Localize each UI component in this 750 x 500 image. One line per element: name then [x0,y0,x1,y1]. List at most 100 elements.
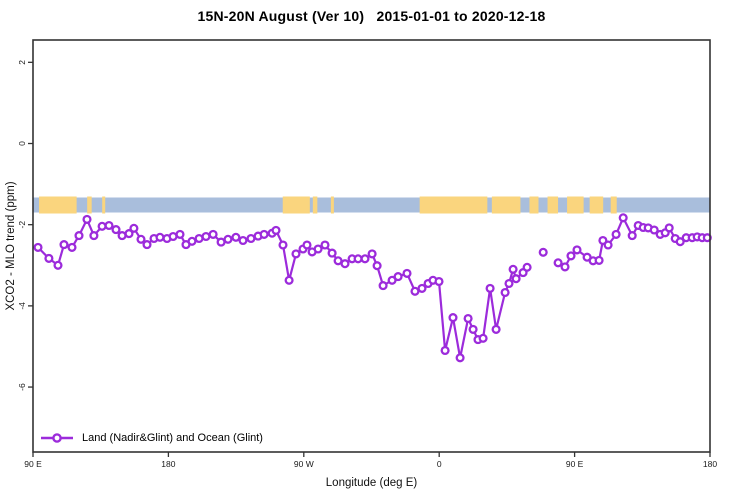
data-point [223,234,233,244]
land-coverage-patch [102,196,106,214]
data-point [302,240,312,250]
data-point [611,229,621,239]
x-tick-label: 90 E [24,459,42,469]
data-point [448,313,458,323]
land-coverage-patch [87,196,92,214]
data-point [508,264,518,274]
legend-label: Land (Nadir&Glint) and Ocean (Glint) [82,432,263,444]
data-point [649,225,659,235]
land-coverage-patch [610,196,617,214]
data-point [129,223,139,233]
y-tick-label: -2 [17,221,27,229]
land-coverage-patch [589,196,604,214]
data-point [560,262,570,272]
data-point [246,233,256,244]
data-point [187,236,197,246]
data-point [410,286,420,296]
data-point [372,261,382,271]
data-point [434,276,444,287]
data-series-line [557,216,709,268]
data-point [340,259,350,269]
data-point [504,278,514,289]
data-point [271,225,281,235]
data-point [378,281,388,291]
data-point [104,220,114,231]
data-point [82,214,92,224]
data-point [231,232,241,242]
data-point [208,229,218,239]
data-point [522,262,532,272]
data-point [327,248,337,258]
data-point [538,247,548,257]
data-point [320,240,330,250]
data-point [278,240,288,250]
data-point [402,268,412,278]
land-coverage-patch [330,196,334,214]
data-point [136,234,146,244]
land-coverage-patch [282,196,310,214]
x-axis-title: Longitude (deg E) [325,477,418,489]
legend-series-swatch [41,433,73,443]
plot-border [32,39,711,453]
land-coverage-patch [491,196,521,214]
land-coverage-patch [529,196,539,214]
data-point [33,242,43,252]
data-point [74,231,84,241]
y-axis-title: XCO2 - MLO trend (ppm) [5,181,17,311]
data-point [59,240,69,250]
data-point [53,260,63,270]
y-tick-label: -4 [17,302,27,310]
legend: Land (Nadir&Glint) and Ocean (Glint) [40,430,263,446]
data-point [259,229,269,239]
data-point [478,333,488,343]
x-tick-label: 180 [161,459,175,469]
data-point [175,229,185,239]
land-coverage-patch [39,196,77,214]
data-point [67,242,77,252]
x-tick-label: 90 W [294,459,314,469]
data-point [511,274,521,284]
y-tick-label: 2 [17,60,27,65]
data-point [111,225,121,235]
data-point [463,313,473,324]
data-point [417,283,427,293]
data-point [675,237,685,247]
data-point [97,221,107,231]
land-coverage-patch [312,196,318,214]
data-point [440,345,450,356]
data-point [142,240,152,250]
data-point [367,249,377,259]
land-coverage-patch [419,196,488,214]
data-series-line [36,218,529,359]
legend-open-circle-icon [52,433,62,443]
data-point [238,235,248,246]
data-point [618,213,628,223]
data-point [627,231,637,241]
data-point [553,258,563,268]
chart-title: 15N-20N August (Ver 10) 2015-01-01 to 20… [197,8,546,24]
data-point [572,245,582,255]
data-point [393,272,403,282]
data-point [89,231,99,241]
data-point [603,240,613,250]
data-point [485,283,495,293]
land-coverage-patch [567,196,584,214]
x-tick-label: 180 [703,459,717,469]
data-point [468,324,478,334]
data-point [201,231,211,242]
y-tick-label: 0 [17,141,27,146]
data-point [594,255,604,265]
data-point [491,324,501,334]
data-point [566,251,576,261]
data-point [455,353,465,363]
data-point [664,223,674,233]
y-tick-label: -6 [17,383,27,391]
data-point [155,232,165,242]
ocean-coverage-band [33,197,710,213]
data-point [124,229,134,239]
land-coverage-patch [547,196,559,214]
data-point [44,253,54,263]
data-point [313,244,323,254]
x-tick-label: 90 E [566,459,584,469]
